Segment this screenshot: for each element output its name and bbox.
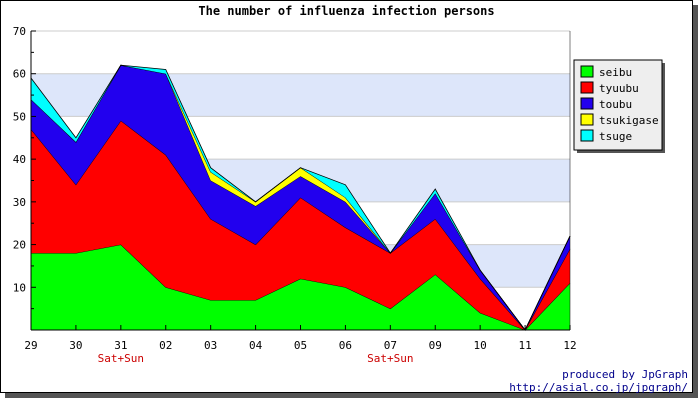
legend-label-tsuge: tsuge xyxy=(599,130,632,143)
x-tick-label: 04 xyxy=(249,339,263,352)
x-tick-label: 09 xyxy=(429,339,442,352)
area-tyuubu xyxy=(31,120,570,330)
x-tick-label: 02 xyxy=(159,339,172,352)
x-tick-label: 03 xyxy=(204,339,217,352)
frame-shadow-bottom xyxy=(5,393,698,398)
y-tick-label: 30 xyxy=(13,196,26,209)
grid-band xyxy=(31,31,570,74)
chart-title: The number of influenza infection person… xyxy=(198,4,495,18)
y-tick-label: 70 xyxy=(13,25,26,38)
x-tick-label: 31 xyxy=(114,339,127,352)
legend-label-tyuubu: tyuubu xyxy=(599,82,639,95)
y-tick-label: 20 xyxy=(13,239,26,252)
area-toubu xyxy=(31,65,570,331)
x-tick-label: 12 xyxy=(563,339,576,352)
y-tick-label: 40 xyxy=(13,153,26,166)
y-tick-label: 60 xyxy=(13,68,26,81)
x-tick-label: 07 xyxy=(384,339,397,352)
x-tick-label: 05 xyxy=(294,339,307,352)
frame-shadow-right xyxy=(693,5,698,398)
legend-label-seibu: seibu xyxy=(599,66,632,79)
legend-swatch-toubu xyxy=(580,97,594,110)
x-tick-label: 30 xyxy=(69,339,82,352)
footer-url[interactable]: http://asial.co.jp/jpgraph/ xyxy=(509,381,688,394)
x-tick-label: 29 xyxy=(24,339,37,352)
x-tick-label: 11 xyxy=(518,339,531,352)
legend-swatch-tsukigase xyxy=(580,113,594,126)
footer-produced-by: produced by JpGraph xyxy=(562,368,688,381)
area-seibu xyxy=(31,244,570,330)
x-tick-label: 06 xyxy=(339,339,352,352)
y-tick-label: 50 xyxy=(13,110,26,123)
y-tick-label: 10 xyxy=(13,281,26,294)
legend-swatch-tsuge xyxy=(580,129,594,142)
x-tick-label: 10 xyxy=(474,339,487,352)
legend-label-tsukigase: tsukigase xyxy=(599,114,659,127)
legend-swatch-seibu xyxy=(580,65,594,78)
x-tick-note: Sat+Sun xyxy=(98,352,144,365)
area-edge-tsuge xyxy=(30,64,571,331)
legend-swatch-tyuubu xyxy=(580,81,594,94)
x-tick-note: Sat+Sun xyxy=(367,352,413,365)
legend-label-toubu: toubu xyxy=(599,98,632,111)
